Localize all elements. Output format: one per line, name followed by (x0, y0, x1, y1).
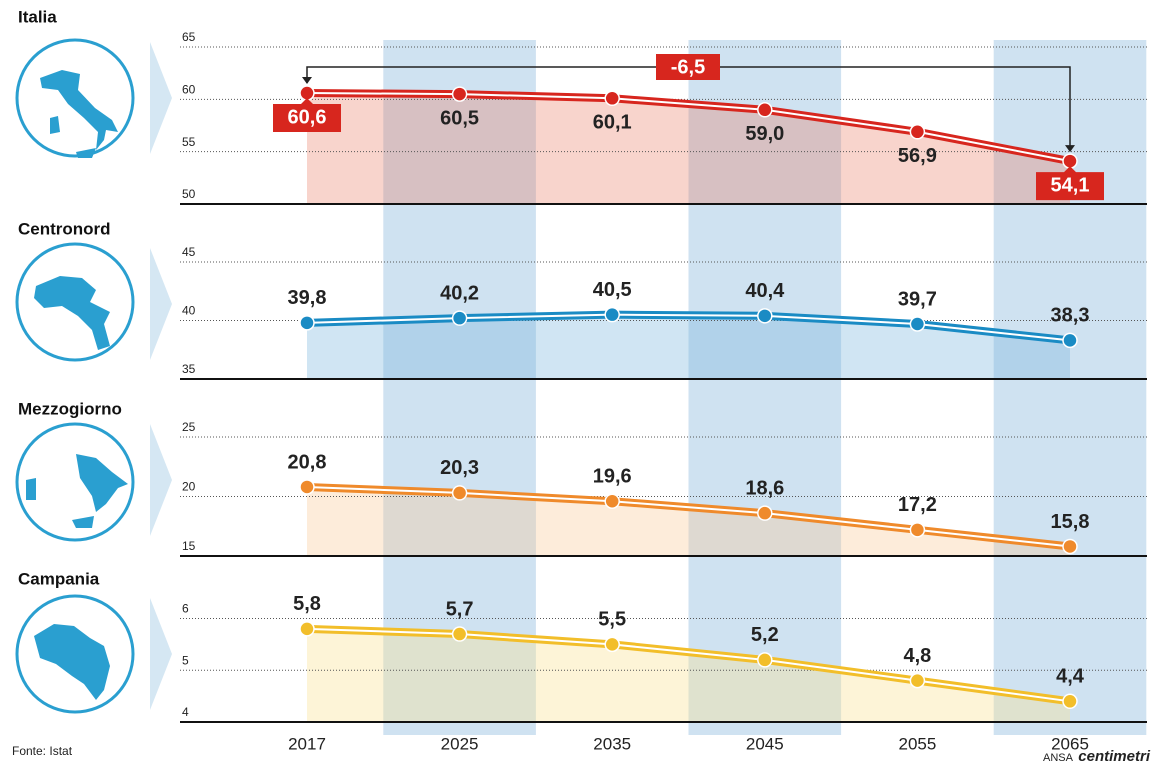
point (299, 621, 315, 637)
data-label: 38,3 (1051, 305, 1090, 327)
panel-title: Mezzogiorno (18, 399, 122, 418)
data-label: 5,7 (446, 598, 474, 620)
panel-title: Italia (18, 7, 57, 26)
label-box (273, 98, 341, 133)
y-tick-label: 15 (182, 539, 196, 553)
point (909, 522, 926, 538)
point (451, 310, 468, 326)
map-icon (40, 70, 118, 158)
data-label: 15,8 (1051, 511, 1090, 533)
data-label: 20,8 (288, 451, 327, 473)
point (909, 124, 926, 140)
panel-title: Campania (18, 569, 100, 588)
y-tick-label: 4 (182, 705, 189, 719)
data-label: 17,2 (898, 494, 937, 516)
map-icon (26, 454, 128, 528)
data-label: 39,8 (288, 287, 327, 309)
map-icon (34, 276, 110, 350)
region-icons (15, 38, 172, 714)
data-label: 59,0 (745, 123, 784, 145)
x-tick-label: 2035 (593, 734, 631, 753)
data-label: 40,4 (745, 280, 785, 302)
data-label: 54,1 (1051, 174, 1090, 196)
x-tick-label: 2045 (746, 734, 784, 753)
arrow-head (302, 77, 312, 85)
y-tick-label: 20 (182, 480, 196, 494)
x-tick-label: 2025 (441, 734, 479, 753)
data-label: 18,6 (745, 477, 784, 499)
point (757, 505, 773, 521)
point (604, 90, 620, 107)
data-label: 40,5 (593, 279, 632, 301)
point (1062, 693, 1078, 710)
data-label: 5,2 (751, 624, 779, 646)
y-tick-label: 6 (182, 602, 189, 616)
data-label: 19,6 (593, 466, 632, 488)
point (451, 626, 468, 642)
data-label: 5,5 (598, 609, 626, 631)
y-tick-label: 60 (182, 83, 196, 97)
point (757, 102, 773, 118)
point (604, 636, 620, 653)
line-highlight (306, 627, 1071, 703)
point (451, 485, 468, 501)
panel-title: Centronord (18, 219, 111, 238)
y-tick-label: 45 (182, 245, 196, 259)
point (1062, 153, 1078, 169)
data-label: 39,7 (898, 288, 937, 310)
data-label: 4,4 (1056, 666, 1085, 688)
data-label: 60,6 (288, 106, 327, 128)
source: Fonte: Istat (12, 744, 73, 758)
area (307, 628, 1070, 722)
line-highlight (306, 485, 1071, 548)
line-highlight (306, 313, 1071, 342)
data-label: 56,9 (898, 145, 937, 167)
credit-name: centimetri (1078, 748, 1151, 765)
point (1062, 332, 1078, 349)
y-tick-label: 35 (182, 362, 196, 376)
y-tick-label: 25 (182, 420, 196, 434)
data-label: 5,8 (293, 593, 321, 615)
data-label: 60,5 (440, 107, 479, 129)
x-tick-label: 2017 (288, 734, 326, 753)
point (757, 308, 773, 324)
point (604, 493, 620, 510)
data-label: 4,8 (903, 645, 931, 667)
y-tick-label: 40 (182, 304, 196, 318)
y-tick-label: 55 (182, 135, 196, 149)
point (909, 672, 926, 689)
column-band (383, 40, 536, 735)
icon-circle (15, 422, 135, 542)
point (1062, 538, 1078, 555)
area (307, 486, 1070, 556)
point (299, 85, 315, 101)
area (307, 314, 1070, 379)
line-highlight (306, 92, 1071, 163)
point (604, 306, 620, 323)
y-tick-label: 65 (182, 30, 196, 44)
y-tick-label: 5 (182, 653, 189, 667)
data-label: 20,3 (440, 457, 479, 479)
area (307, 93, 1070, 204)
y-tick-label: 50 (182, 187, 196, 201)
data-label: 60,1 (593, 112, 632, 134)
column-bands (383, 40, 1147, 735)
arrow-head (1065, 145, 1075, 153)
credit-brand: ANSA (1043, 752, 1074, 764)
point (299, 315, 315, 331)
annotation-box (656, 54, 720, 80)
point (451, 86, 468, 102)
x-tick-label: 2065 (1051, 734, 1089, 753)
column-band (688, 40, 842, 735)
annotation: -6,5 (671, 56, 705, 78)
point (757, 652, 773, 668)
map-icon (34, 624, 110, 700)
pointer-arrows (150, 42, 172, 710)
x-tick-label: 2055 (898, 734, 936, 753)
data-label: 40,2 (440, 282, 479, 304)
label-box (1036, 166, 1104, 201)
point (299, 479, 315, 495)
point (909, 316, 926, 332)
